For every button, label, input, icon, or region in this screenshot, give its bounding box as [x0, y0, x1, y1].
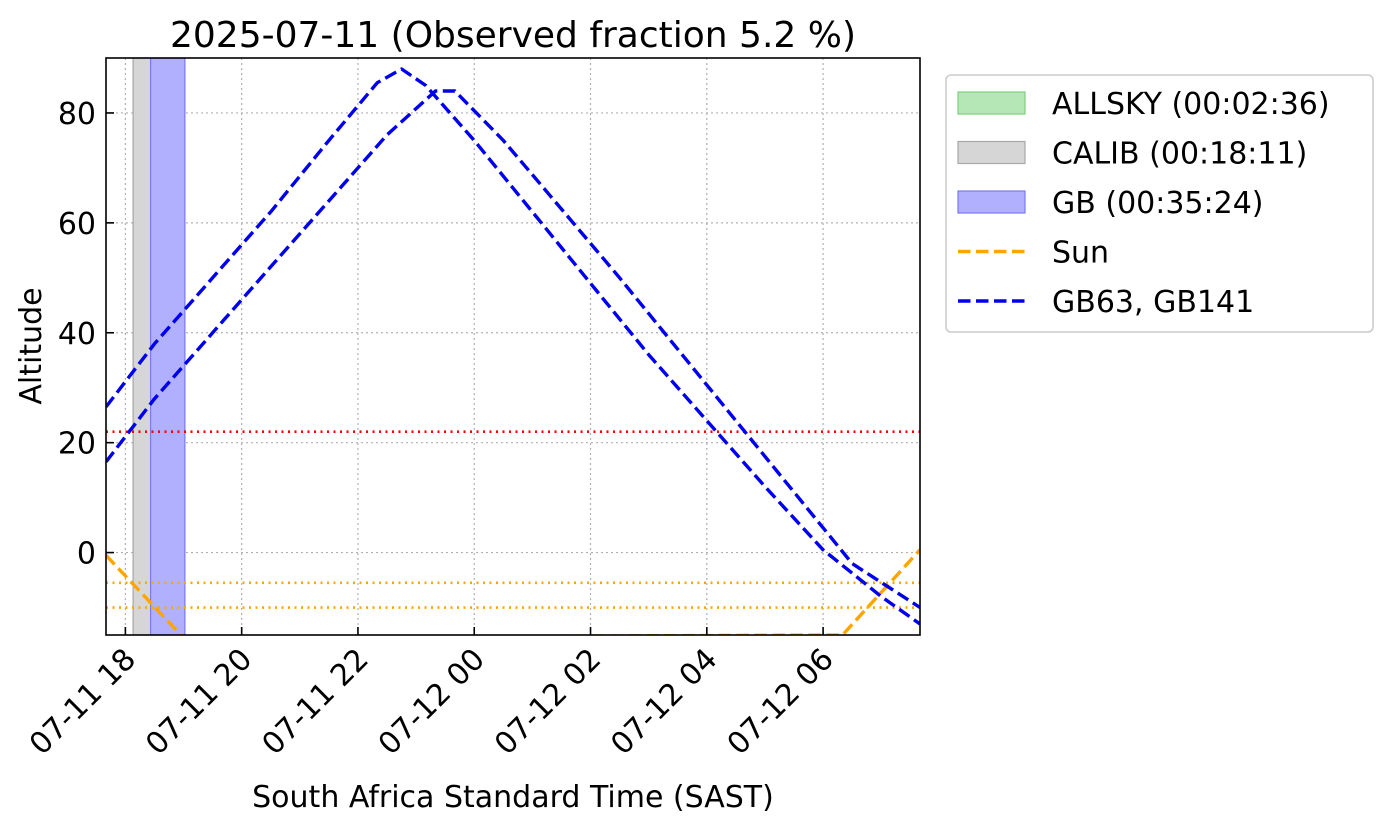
y-tick-label: 0: [77, 537, 96, 572]
legend-frame: [945, 74, 1374, 333]
y-tick-label: 20: [58, 427, 96, 462]
legend-label: GB (00:35:24): [1052, 186, 1264, 221]
span-gb: [149, 58, 186, 635]
grid: [106, 58, 920, 635]
y-tick-label: 60: [58, 207, 96, 242]
legend-label: CALIB (00:18:11): [1052, 137, 1307, 172]
y-axis-label: Altitude: [14, 287, 49, 404]
plot-frame: [105, 57, 921, 636]
span-calib: [132, 58, 152, 635]
y-tick-label: 40: [58, 317, 96, 352]
legend-label: GB63, GB141: [1052, 285, 1254, 320]
series-sun: [106, 548, 920, 635]
legend-swatch: [957, 190, 1026, 214]
series-gb141: [106, 89, 920, 609]
legend-label: Sun: [1052, 236, 1109, 271]
x-axis-label: South Africa Standard Time (SAST): [252, 780, 774, 815]
legend-swatch: [957, 140, 1026, 165]
legend-label: ALLSKY (00:02:36): [1052, 87, 1330, 122]
chart-title: 2025-07-11 (Observed fraction 5.2 %): [170, 15, 856, 56]
legend: ALLSKY (00:02:36) CALIB (00:18:11) GB (00:…: [945, 74, 1374, 333]
altitude-curves: [106, 67, 920, 635]
y-tick-label: 80: [58, 97, 96, 132]
series-gb63: [106, 67, 920, 626]
legend-swatch: [957, 91, 1026, 115]
observation-spans: [132, 58, 186, 635]
